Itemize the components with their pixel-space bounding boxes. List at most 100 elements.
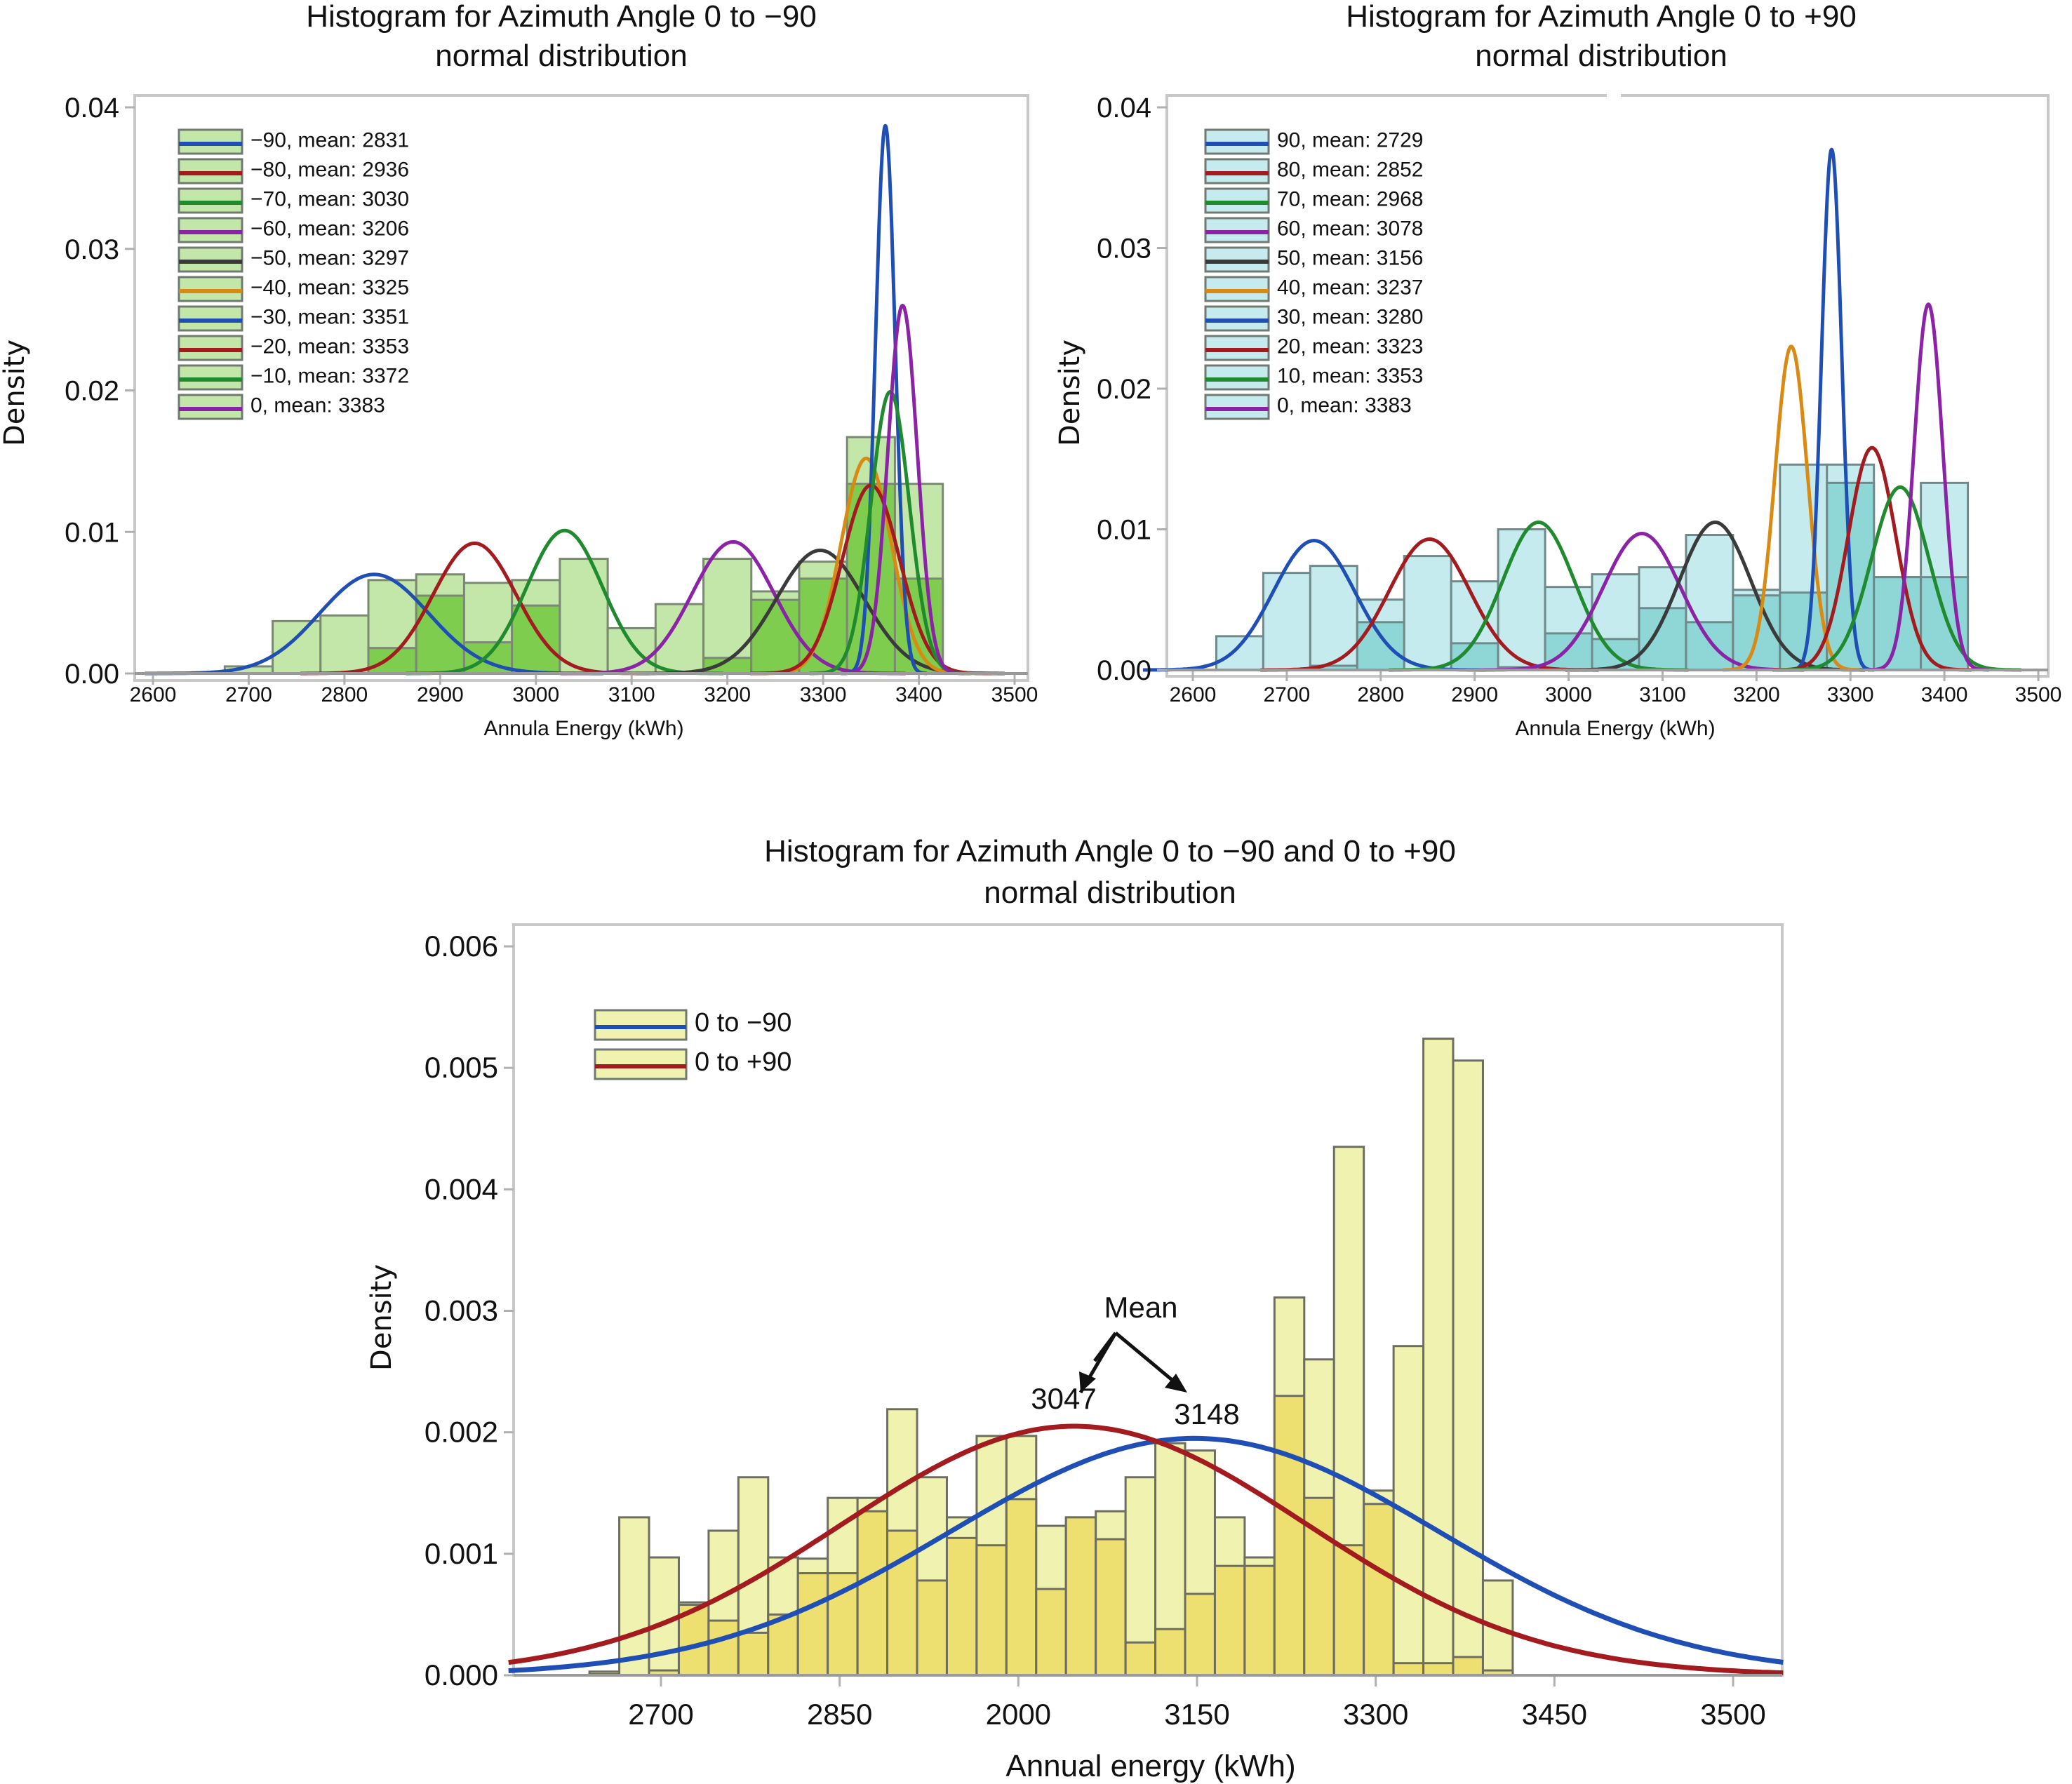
histogram-bar-inner xyxy=(1392,1662,1425,1677)
histogram-bar-inner xyxy=(796,1572,829,1677)
x-axis-label: Annula Energy (kWh) xyxy=(1515,717,1715,740)
density-curve xyxy=(1866,302,1991,672)
histogram-bar-inner xyxy=(1005,1498,1038,1677)
chart-subtitle: normal distribution xyxy=(1475,39,1727,73)
x-tick-label: 2850 xyxy=(807,1698,872,1731)
histogram-bar xyxy=(1452,1059,1484,1677)
histogram-bar-inner xyxy=(1124,1641,1157,1677)
x-tick-label: 3150 xyxy=(1164,1698,1229,1731)
chart-title: Histogram for Azimuth Angle 0 to −90 xyxy=(306,0,817,34)
mean-arrowhead-left xyxy=(1079,1371,1096,1393)
legend-item: −90, mean: 2831 xyxy=(178,128,409,155)
y-tick-label: 0.04 xyxy=(1097,93,1151,123)
y-tick-label: 0.006 xyxy=(425,930,498,963)
legend: 0 to −90 0 to +90 xyxy=(594,1008,791,1080)
legend-label: 50, mean: 3156 xyxy=(1277,246,1424,269)
density-curve xyxy=(1721,344,1862,672)
y-tick-label: 0.01 xyxy=(65,517,119,548)
legend-item: 10, mean: 3353 xyxy=(1204,364,1424,391)
plot-area: 0.00 0.01 0.02 0.03 0.04 2600 2700 2800 2900 3000… xyxy=(1097,93,2061,706)
density-curve xyxy=(842,123,928,676)
x-tick-label: 2000 xyxy=(986,1698,1051,1731)
legend-item: 50, mean: 3156 xyxy=(1204,246,1424,273)
legend-label: 70, mean: 2968 xyxy=(1277,187,1424,210)
density-curve xyxy=(508,1435,1784,1673)
legend-item: 90, mean: 2729 xyxy=(1204,128,1424,155)
mean-label: Mean xyxy=(1104,1291,1177,1324)
legend-label: 20, mean: 3323 xyxy=(1277,335,1424,358)
density-curve xyxy=(1787,147,1876,672)
legend-label: −10, mean: 3372 xyxy=(250,364,409,387)
legend-item: 0 to +90 xyxy=(594,1047,791,1080)
x-axis-label: Annula Energy (kWh) xyxy=(483,717,683,740)
x-tick-label: 2700 xyxy=(225,683,272,706)
x-tick-label: 3500 xyxy=(991,683,1038,706)
legend-item: −30, mean: 3351 xyxy=(178,305,409,332)
legend-label: −60, mean: 3206 xyxy=(250,217,409,240)
legend: 90, mean: 2729 80, mean: 2852 70, mean: 29… xyxy=(1204,128,1424,420)
legend-label: 90, mean: 2729 xyxy=(1277,128,1424,152)
chart-title: Histogram for Azimuth Angle 0 to +90 xyxy=(1346,0,1857,34)
density-curve xyxy=(749,483,993,676)
x-tick-label: 3500 xyxy=(2015,683,2062,706)
legend-item: −10, mean: 3372 xyxy=(178,364,409,391)
y-tick-label: 0.00 xyxy=(65,659,119,690)
y-tick-label: 0.04 xyxy=(65,93,119,123)
legend-item: 30, mean: 3280 xyxy=(1204,305,1424,332)
mean-value-right: 3148 xyxy=(1174,1397,1239,1430)
x-axis-label: Annual energy (kWh) xyxy=(1005,1749,1295,1783)
x-tick-label: 3000 xyxy=(512,683,559,706)
x-tick-label: 3300 xyxy=(1343,1698,1408,1731)
y-tick-label: 0.000 xyxy=(425,1658,498,1691)
x-tick-label: 3000 xyxy=(1545,683,1592,706)
x-tick-label: 3100 xyxy=(608,683,655,706)
x-tick-label: 2800 xyxy=(1357,683,1404,706)
y-tick-label: 0.001 xyxy=(425,1537,498,1570)
legend-label: 10, mean: 3353 xyxy=(1277,364,1424,387)
chart-title: Histogram for Azimuth Angle 0 to −90 and… xyxy=(764,834,1456,868)
mean-annotation: Mean 3047 3148 xyxy=(1031,1291,1239,1430)
density-curve xyxy=(300,541,650,676)
x-tick-label: 3200 xyxy=(704,683,751,706)
histogram-bar-inner xyxy=(945,1536,978,1677)
legend-item: −20, mean: 3353 xyxy=(178,335,409,361)
y-tick-label: 0.005 xyxy=(425,1051,498,1084)
x-tick-label: 3400 xyxy=(895,683,942,706)
histogram-bar-inner xyxy=(856,1510,889,1677)
histogram-bar xyxy=(1392,1345,1425,1677)
x-tick-label: 3500 xyxy=(1700,1698,1765,1731)
histogram-bar xyxy=(319,614,370,675)
legend-label: −70, mean: 3030 xyxy=(250,187,409,210)
y-tick-label: 0.002 xyxy=(425,1416,498,1449)
y-tick-label: 0.00 xyxy=(1097,655,1151,686)
chart-left: Histogram for Azimuth Angle 0 to −90 nor… xyxy=(0,0,1038,740)
histogram-bar xyxy=(272,619,322,675)
mean-arrowhead-right xyxy=(1165,1374,1187,1393)
histogram-bar-inner xyxy=(1363,1503,1395,1677)
density-curve xyxy=(1771,445,1973,672)
histogram-bar-inner xyxy=(1035,1588,1067,1677)
density-curve xyxy=(1479,532,1805,672)
density-curve xyxy=(508,1423,1784,1676)
density-curve xyxy=(1778,485,2022,672)
plot-area: 0.00 0.01 0.02 0.03 0.04 2600 2700 2800 2900 3000… xyxy=(65,93,1038,706)
x-tick-label: 3450 xyxy=(1522,1698,1587,1731)
histogram-bar-inner xyxy=(750,598,801,675)
legend-label: 0, mean: 3383 xyxy=(1277,394,1412,417)
histogram-bar-inner xyxy=(1064,1516,1097,1677)
histogram-bar-inner xyxy=(1243,1564,1276,1677)
chart-right: Histogram for Azimuth Angle 0 to +90 nor… xyxy=(1054,0,2061,740)
histogram-bar-inner xyxy=(975,1544,1008,1677)
x-tick-label: 3100 xyxy=(1639,683,1686,706)
legend-item: −50, mean: 3297 xyxy=(178,246,409,273)
histogram-bar xyxy=(1422,1038,1455,1677)
x-tick-label: 2900 xyxy=(1451,683,1498,706)
x-tick-label: 2700 xyxy=(1264,683,1311,706)
y-tick-label: 0.004 xyxy=(425,1172,498,1205)
histogram-bar-inner xyxy=(1273,1395,1306,1677)
mean-arrow-right xyxy=(1114,1332,1180,1387)
y-tick-label: 0.02 xyxy=(1097,374,1151,405)
density-curve xyxy=(405,528,724,676)
histogram-bar-inner xyxy=(916,1579,948,1677)
x-tick-label: 2600 xyxy=(130,683,177,706)
